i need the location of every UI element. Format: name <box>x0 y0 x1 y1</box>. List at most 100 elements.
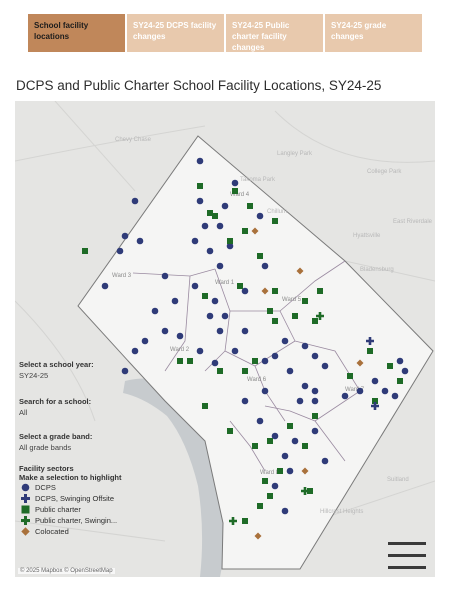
dcps-school-marker[interactable] <box>281 452 289 460</box>
public-charter-marker[interactable] <box>242 368 248 374</box>
dcps-school-marker[interactable] <box>341 392 349 400</box>
dcps-school-marker[interactable] <box>211 359 219 367</box>
dcps-school-marker[interactable] <box>221 202 229 210</box>
dcps-school-marker[interactable] <box>206 312 214 320</box>
public-charter-marker[interactable] <box>272 318 278 324</box>
dcps-school-marker[interactable] <box>196 347 204 355</box>
public-charter-marker[interactable] <box>207 210 213 216</box>
dcps-school-marker[interactable] <box>141 337 149 345</box>
tab-grade-changes[interactable]: SY24-25 grade changes <box>325 14 422 52</box>
colocated-marker[interactable] <box>356 359 364 367</box>
swinging-offsite-marker[interactable] <box>316 312 325 320</box>
dcps-school-marker[interactable] <box>261 357 269 365</box>
public-charter-marker[interactable] <box>217 368 223 374</box>
public-charter-marker[interactable] <box>177 358 183 364</box>
dcps-school-marker[interactable] <box>231 179 239 187</box>
legend-item-dcps-swinging[interactable]: DCPS, Swinging Offsite <box>19 493 159 504</box>
dcps-school-marker[interactable] <box>286 467 294 475</box>
legend-item-colocated[interactable]: Colocated <box>19 526 159 537</box>
dcps-school-marker[interactable] <box>271 482 279 490</box>
public-charter-marker[interactable] <box>242 518 248 524</box>
dcps-school-marker[interactable] <box>256 417 264 425</box>
dcps-school-marker[interactable] <box>101 282 109 290</box>
legend-item-public-charter[interactable]: Public charter <box>19 504 159 515</box>
dcps-school-marker[interactable] <box>241 327 249 335</box>
dcps-school-marker[interactable] <box>216 262 224 270</box>
menu-icon[interactable] <box>388 542 426 570</box>
public-charter-marker[interactable] <box>317 288 323 294</box>
public-charter-marker[interactable] <box>212 213 218 219</box>
dcps-school-marker[interactable] <box>211 297 219 305</box>
swinging-offsite-marker[interactable] <box>229 517 237 525</box>
legend-item-public-charter-swinging[interactable]: Public charter, Swingin... <box>19 515 159 526</box>
public-charter-marker[interactable] <box>272 218 278 224</box>
public-charter-marker[interactable] <box>397 378 403 384</box>
dcps-school-marker[interactable] <box>196 197 204 205</box>
colocated-marker[interactable] <box>301 467 309 475</box>
dcps-school-marker[interactable] <box>396 357 404 365</box>
dcps-school-marker[interactable] <box>391 392 399 400</box>
public-charter-marker[interactable] <box>267 493 273 499</box>
public-charter-marker[interactable] <box>232 188 238 194</box>
dcps-school-marker[interactable] <box>216 222 224 230</box>
dcps-school-marker[interactable] <box>191 282 199 290</box>
school-search-filter[interactable]: Search for a school: All <box>19 397 91 417</box>
public-charter-marker[interactable] <box>302 298 308 304</box>
school-year-value[interactable]: SY24-25 <box>19 371 49 380</box>
dcps-school-marker[interactable] <box>281 337 289 345</box>
dcps-school-marker[interactable] <box>296 397 304 405</box>
public-charter-marker[interactable] <box>387 363 393 369</box>
dcps-school-marker[interactable] <box>311 397 319 405</box>
dcps-school-marker[interactable] <box>401 367 409 375</box>
dcps-school-marker[interactable] <box>196 157 204 165</box>
dcps-school-marker[interactable] <box>151 307 159 315</box>
dcps-school-marker[interactable] <box>131 347 139 355</box>
dcps-school-marker[interactable] <box>176 332 184 340</box>
public-charter-marker[interactable] <box>302 443 308 449</box>
dcps-school-marker[interactable] <box>116 247 124 255</box>
public-charter-marker[interactable] <box>292 313 298 319</box>
public-charter-marker[interactable] <box>312 318 318 324</box>
dcps-school-marker[interactable] <box>261 262 269 270</box>
dcps-school-marker[interactable] <box>221 312 229 320</box>
dcps-school-marker[interactable] <box>161 272 169 280</box>
colocated-marker[interactable] <box>254 532 262 540</box>
dcps-school-marker[interactable] <box>356 387 364 395</box>
dcps-school-marker[interactable] <box>231 347 239 355</box>
tab-public-charter-facility-changes[interactable]: SY24-25 Public charter facility changes <box>226 14 323 52</box>
grade-band-filter[interactable]: Select a grade band: All grade bands <box>19 432 92 452</box>
school-facility-map[interactable]: Langley Park College Park Hyattsville Bl… <box>15 101 435 577</box>
dcps-school-marker[interactable] <box>241 287 249 295</box>
dcps-school-marker[interactable] <box>161 327 169 335</box>
public-charter-marker[interactable] <box>287 423 293 429</box>
dcps-school-marker[interactable] <box>121 232 129 240</box>
dcps-school-marker[interactable] <box>191 237 199 245</box>
public-charter-marker[interactable] <box>247 203 253 209</box>
public-charter-marker[interactable] <box>267 438 273 444</box>
grade-band-value[interactable]: All grade bands <box>19 443 72 452</box>
public-charter-marker[interactable] <box>347 373 353 379</box>
tab-dcps-facility-changes[interactable]: SY24-25 DCPS facility changes <box>127 14 224 52</box>
school-year-filter[interactable]: Select a school year: SY24-25 <box>19 360 94 380</box>
public-charter-marker[interactable] <box>227 238 233 244</box>
dcps-school-marker[interactable] <box>271 352 279 360</box>
public-charter-marker[interactable] <box>82 248 88 254</box>
dcps-school-marker[interactable] <box>286 367 294 375</box>
school-search-value[interactable]: All <box>19 408 28 417</box>
dcps-school-marker[interactable] <box>131 197 139 205</box>
tab-school-facility-locations[interactable]: School facility locations <box>28 14 125 52</box>
dcps-school-marker[interactable] <box>301 342 309 350</box>
swinging-offsite-marker[interactable] <box>366 337 375 345</box>
dcps-school-marker[interactable] <box>256 212 264 220</box>
colocated-marker[interactable] <box>296 267 304 275</box>
dcps-school-marker[interactable] <box>371 377 379 385</box>
public-charter-marker[interactable] <box>252 443 258 449</box>
dcps-school-marker[interactable] <box>241 397 249 405</box>
dcps-school-marker[interactable] <box>321 362 329 370</box>
public-charter-marker[interactable] <box>262 478 268 484</box>
dcps-school-marker[interactable] <box>311 427 319 435</box>
public-charter-marker[interactable] <box>372 398 378 404</box>
swinging-offsite-marker[interactable] <box>371 402 380 411</box>
public-charter-marker[interactable] <box>367 348 373 354</box>
colocated-marker[interactable] <box>261 287 269 295</box>
